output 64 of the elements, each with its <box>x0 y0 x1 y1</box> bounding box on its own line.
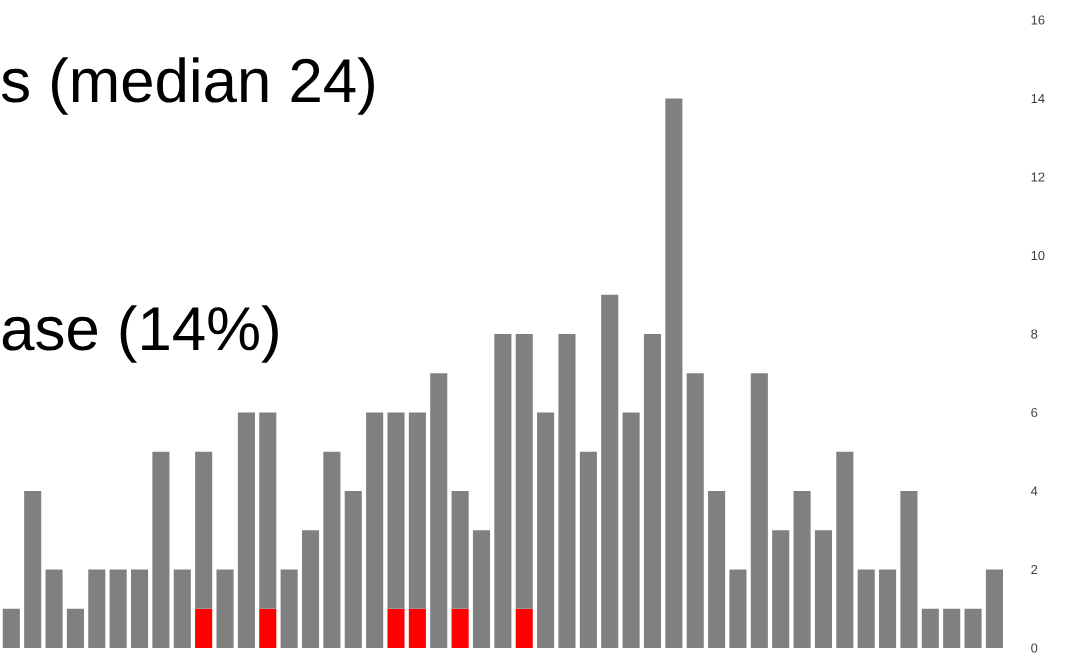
y-tick-label: 10 <box>1031 250 1045 261</box>
bar <box>643 334 662 648</box>
y-tick-label: 0 <box>1031 643 1038 653</box>
y-tick-label: 4 <box>1030 486 1038 496</box>
bar <box>943 608 961 648</box>
bar <box>772 530 790 648</box>
bar <box>280 569 298 648</box>
bar <box>259 412 277 609</box>
bar <box>173 569 191 648</box>
bar <box>195 451 213 609</box>
bar <box>964 608 982 648</box>
bar <box>622 412 640 648</box>
bar <box>921 608 939 648</box>
bar <box>366 412 384 648</box>
bar <box>259 608 277 648</box>
y-tick-label: 8 <box>1031 329 1038 339</box>
bar <box>900 491 918 648</box>
bar <box>109 569 127 648</box>
bar <box>88 569 106 648</box>
bar <box>45 569 63 648</box>
bar <box>451 608 469 648</box>
bar <box>237 412 255 648</box>
y-tick-label: 14 <box>1031 94 1045 103</box>
bar <box>344 491 362 648</box>
bar <box>408 608 426 648</box>
bar <box>152 451 170 648</box>
bar <box>387 608 405 648</box>
bar <box>579 451 597 648</box>
annotation: s (median 24) <box>1 57 374 115</box>
bar <box>836 451 854 648</box>
bar <box>2 608 20 648</box>
bar <box>216 569 234 648</box>
bar <box>515 608 533 648</box>
y-tick-label: 12 <box>1031 172 1045 182</box>
annotation: ase (14%) <box>2 305 278 363</box>
bar <box>665 98 683 648</box>
bar <box>879 569 897 648</box>
bar <box>515 334 533 609</box>
bar <box>494 334 512 648</box>
bar <box>430 373 448 648</box>
bar <box>686 373 704 648</box>
bar <box>24 491 42 648</box>
bar <box>301 530 320 648</box>
y-tick-label: 6 <box>1031 407 1038 418</box>
bar <box>601 294 619 648</box>
bar <box>66 608 84 648</box>
bar <box>708 491 726 648</box>
bar <box>558 334 576 648</box>
bar <box>814 530 832 648</box>
bar <box>537 412 555 648</box>
bar <box>130 569 149 648</box>
bar <box>408 412 426 609</box>
bar <box>793 491 811 648</box>
bar <box>729 569 747 648</box>
bar <box>472 530 491 648</box>
bar <box>387 412 405 609</box>
bar <box>985 569 1003 648</box>
bar <box>750 373 768 648</box>
bar <box>857 569 875 648</box>
y-tick-label: 2 <box>1031 564 1038 575</box>
bar <box>195 608 213 648</box>
bar <box>323 451 341 648</box>
bar <box>451 491 469 609</box>
y-tick-label: 16 <box>1031 15 1045 25</box>
